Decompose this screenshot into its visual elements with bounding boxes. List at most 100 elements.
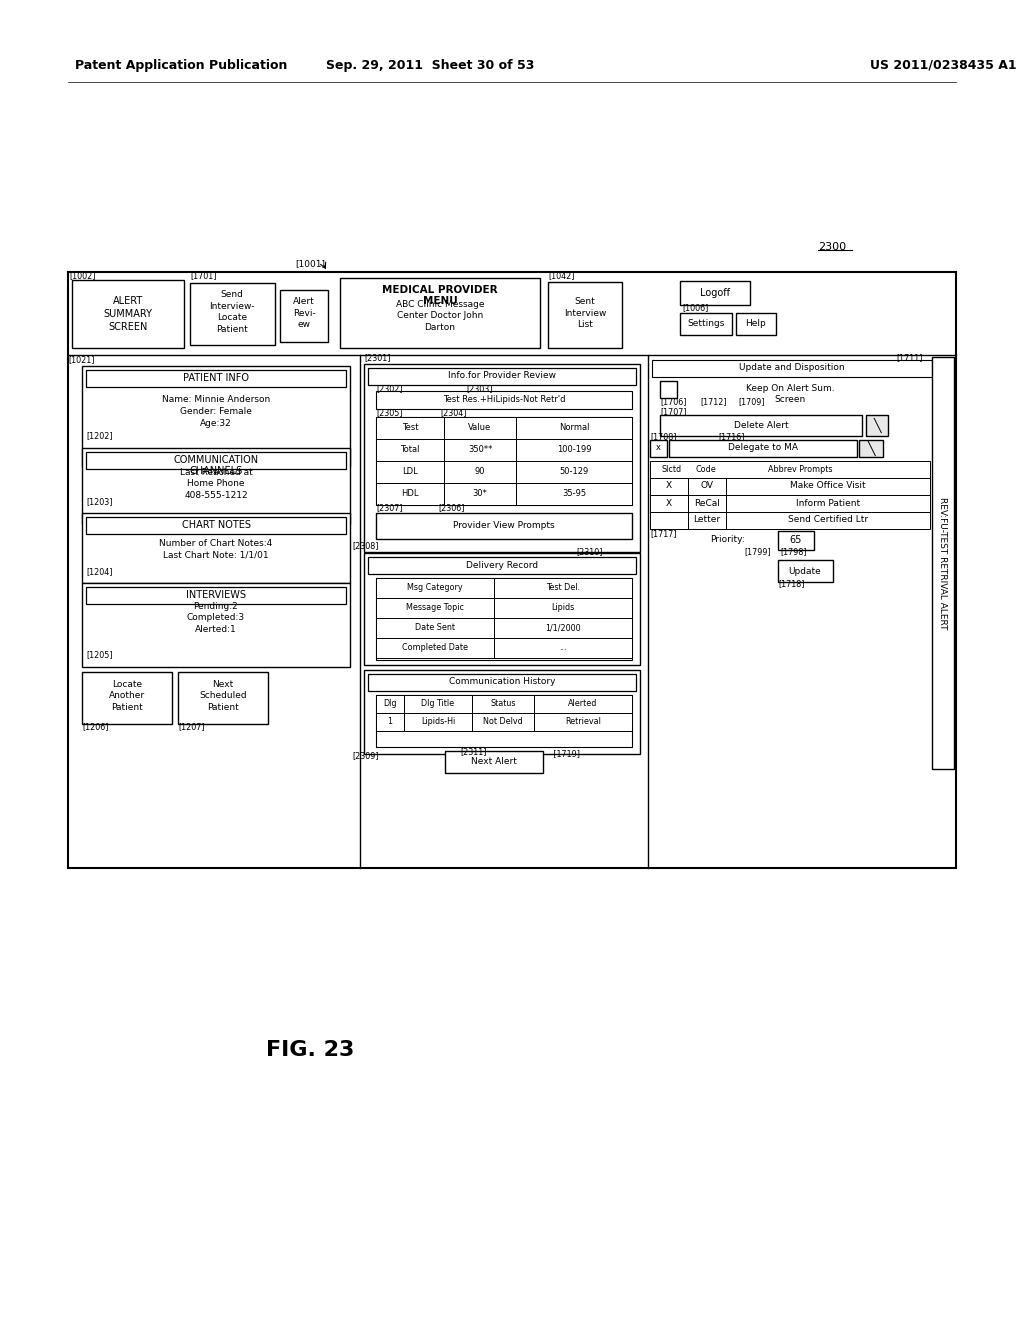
Text: [1718]: [1718] xyxy=(778,579,805,589)
Text: [1205]: [1205] xyxy=(86,651,113,660)
Text: Help: Help xyxy=(745,319,766,329)
Text: Test Res.+HiLipids-Not Retr'd: Test Res.+HiLipids-Not Retr'd xyxy=(442,396,565,404)
Text: Gender: Female: Gender: Female xyxy=(180,408,252,417)
Text: Pending:2
Completed:3
Alerted:1: Pending:2 Completed:3 Alerted:1 xyxy=(187,602,245,635)
Text: Letter: Letter xyxy=(693,516,721,524)
Text: FIG. 23: FIG. 23 xyxy=(266,1040,354,1060)
Text: [1711]: [1711] xyxy=(896,354,923,363)
Text: 100-199: 100-199 xyxy=(557,446,591,454)
Bar xyxy=(778,531,814,550)
Text: Dlg Title: Dlg Title xyxy=(422,700,455,709)
Bar xyxy=(650,461,930,478)
Bar xyxy=(376,417,632,506)
Text: x: x xyxy=(655,444,660,453)
Bar xyxy=(82,366,350,466)
Text: ╲: ╲ xyxy=(867,441,874,455)
Text: 350**: 350** xyxy=(468,446,493,454)
Text: ALERT
SUMMARY
SCREEN: ALERT SUMMARY SCREEN xyxy=(103,296,153,333)
Text: 30*: 30* xyxy=(472,490,487,499)
Text: ...: ... xyxy=(559,644,566,652)
Text: Logoff: Logoff xyxy=(700,288,730,298)
Text: [1203]: [1203] xyxy=(86,498,113,507)
Text: [1709]: [1709] xyxy=(738,397,765,407)
Text: REV:FU-TEST RETRIVAL ALERT: REV:FU-TEST RETRIVAL ALERT xyxy=(939,496,947,630)
Bar xyxy=(376,461,444,483)
Text: Lipids-Hi: Lipids-Hi xyxy=(421,718,455,726)
Bar xyxy=(650,440,667,457)
Text: [2309]: [2309] xyxy=(352,751,379,760)
Text: [1206]: [1206] xyxy=(82,722,109,731)
Text: Next
Scheduled
Patient: Next Scheduled Patient xyxy=(200,680,247,713)
Bar xyxy=(680,313,732,335)
Text: [1708]: [1708] xyxy=(650,433,677,441)
Bar xyxy=(280,290,328,342)
Bar xyxy=(190,282,275,345)
Text: 2300: 2300 xyxy=(818,242,846,252)
Bar xyxy=(660,381,677,399)
Bar xyxy=(516,417,632,440)
Bar xyxy=(650,495,688,512)
Text: Last Reached at
Home Phone
408-555-1212: Last Reached at Home Phone 408-555-1212 xyxy=(179,467,252,500)
Text: [1798]: [1798] xyxy=(780,548,807,557)
Bar xyxy=(340,279,540,348)
Text: [1706]: [1706] xyxy=(660,397,686,407)
Bar xyxy=(778,560,833,582)
Bar xyxy=(669,440,857,457)
Text: Delegate to MA: Delegate to MA xyxy=(728,444,798,453)
Bar xyxy=(494,578,632,598)
Bar xyxy=(444,440,516,461)
Text: MEDICAL PROVIDER: MEDICAL PROVIDER xyxy=(382,285,498,294)
Bar xyxy=(376,638,494,657)
Text: MENU: MENU xyxy=(423,296,458,306)
Text: COMMUNICATION: COMMUNICATION xyxy=(173,455,259,465)
Bar xyxy=(444,417,516,440)
Text: US 2011/0238435 A1: US 2011/0238435 A1 xyxy=(870,58,1017,71)
Bar xyxy=(932,356,954,770)
Text: [2303]: [2303] xyxy=(466,384,493,393)
Text: [1204]: [1204] xyxy=(86,568,113,577)
Text: Abbrev Prompts: Abbrev Prompts xyxy=(768,465,833,474)
Text: Value: Value xyxy=(468,424,492,433)
Text: Retrieval: Retrieval xyxy=(565,718,601,726)
Bar xyxy=(445,751,543,774)
Bar xyxy=(364,553,640,665)
Text: Update: Update xyxy=(788,566,821,576)
Text: Send Certified Ltr: Send Certified Ltr xyxy=(787,516,868,524)
Bar xyxy=(472,696,534,713)
Text: LDL: LDL xyxy=(402,467,418,477)
Text: Sent
Interview
List: Sent Interview List xyxy=(564,297,606,329)
Text: [1042]: [1042] xyxy=(548,272,574,281)
Text: Date Sent: Date Sent xyxy=(415,623,455,632)
Bar xyxy=(376,483,444,506)
Bar xyxy=(650,512,688,529)
Text: [1701]: [1701] xyxy=(190,272,216,281)
Text: X: X xyxy=(666,499,672,507)
Text: [2310]: [2310] xyxy=(575,548,602,557)
Bar xyxy=(82,447,350,524)
Bar xyxy=(364,364,640,552)
Text: 1/1/2000: 1/1/2000 xyxy=(545,623,581,632)
Bar xyxy=(866,414,888,436)
Bar xyxy=(660,414,862,436)
Text: [2301]: [2301] xyxy=(364,354,390,363)
Bar xyxy=(376,513,632,539)
Text: [2305]: [2305] xyxy=(376,408,402,417)
Bar xyxy=(736,313,776,335)
Bar xyxy=(376,391,632,409)
Text: [1799]: [1799] xyxy=(744,548,771,557)
Bar xyxy=(680,281,750,305)
Bar xyxy=(548,282,622,348)
Text: Patent Application Publication: Patent Application Publication xyxy=(75,58,288,71)
Text: CHANNELS: CHANNELS xyxy=(189,466,243,477)
Bar xyxy=(376,696,632,747)
Bar xyxy=(376,713,404,731)
Text: Make Office Visit: Make Office Visit xyxy=(791,482,866,491)
Text: X: X xyxy=(666,482,672,491)
Bar xyxy=(494,638,632,657)
Bar xyxy=(726,512,930,529)
Text: [1002]: [1002] xyxy=(69,272,95,281)
Text: Update and Disposition: Update and Disposition xyxy=(739,363,845,372)
Bar xyxy=(688,512,726,529)
Bar xyxy=(82,513,350,583)
Text: PATIENT INFO: PATIENT INFO xyxy=(183,374,249,383)
